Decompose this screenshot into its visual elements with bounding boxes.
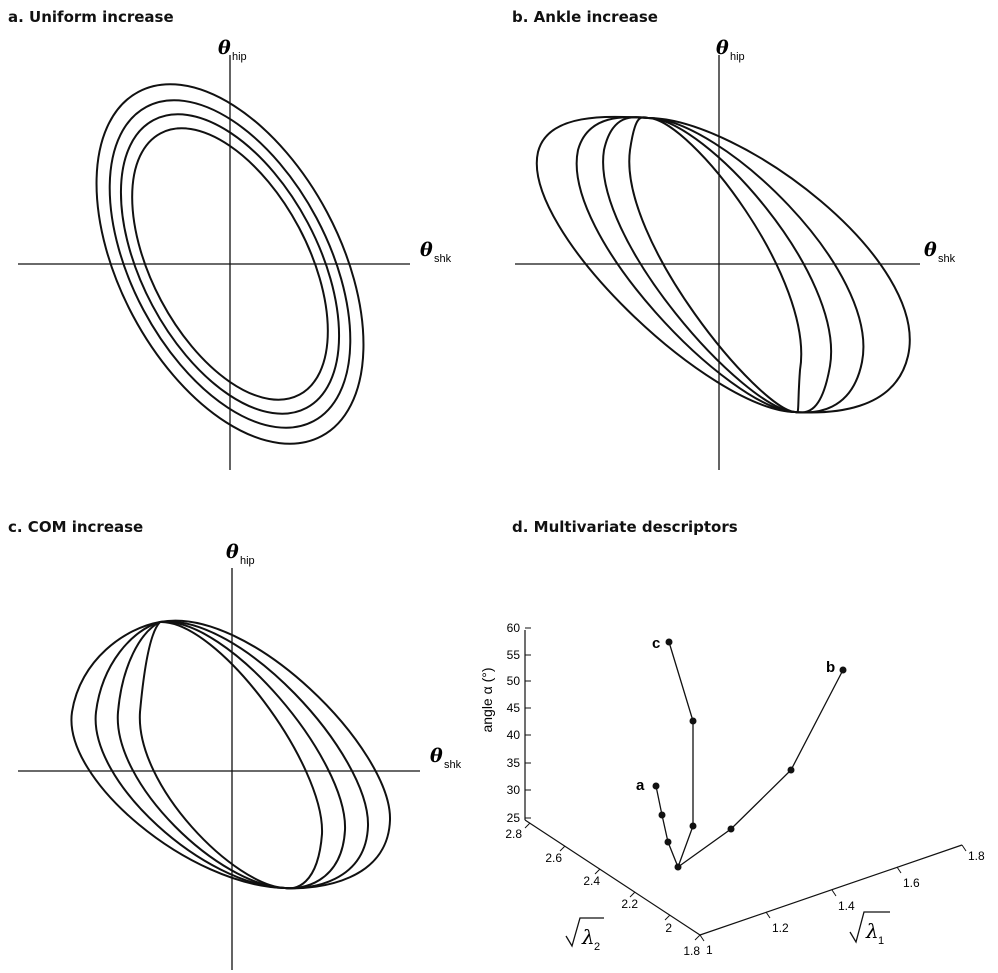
trajectory-a-point-3 [652, 782, 660, 790]
trajectory-c [668, 641, 694, 868]
lambda2-symbol: λ [581, 925, 595, 949]
trajectory-c-label: c [652, 635, 660, 652]
lambda2-tick-2: 2 [665, 921, 672, 935]
panel-b-shk-label: θ [924, 239, 937, 261]
z-tick-50: 50 [507, 674, 521, 688]
panel-b-ellipse-2 [575, 116, 865, 414]
trajectory-b-point-2 [787, 766, 795, 774]
panel-a-ellipse-4 [131, 127, 329, 401]
lambda1-symbol: λ [865, 919, 879, 943]
panel-c-shk-label: θ [430, 745, 443, 767]
lambda1-tick-1.4: 1.4 [838, 899, 855, 913]
panel-c-ellipse-4 [138, 620, 324, 890]
panel-b-ellipses [535, 115, 911, 414]
panel-b-hip-label: θ [716, 37, 729, 59]
panel-a-shk-label: θ [420, 239, 433, 261]
panel-a-axis-labels: θ hip θ shk [218, 37, 452, 265]
panel-a-axes [18, 55, 410, 470]
lambda2-ticks [524, 822, 701, 941]
lambda2-tick-2.6: 2.6 [545, 851, 562, 865]
trajectory-b [677, 669, 844, 868]
lambda1-sub: 1 [878, 935, 884, 947]
lambda2-sub: 2 [594, 941, 600, 953]
panel-a-ellipse-3 [119, 113, 341, 415]
lambda2-tick-1.8: 1.8 [683, 944, 700, 958]
z-ticks [525, 627, 531, 819]
trajectory-b-label: b [826, 659, 835, 676]
panel-b-ellipse-3 [602, 116, 833, 414]
lambda1-tick-1.6: 1.6 [903, 876, 920, 890]
panel-a-ellipses [95, 83, 365, 445]
lambda1-axis [699, 844, 963, 936]
panel-b-axis-labels: θ hip θ shk [716, 37, 956, 265]
trajectory-b-point-3 [839, 666, 847, 674]
panel-b-shk-sub: shk [938, 253, 956, 265]
z-tick-35: 35 [507, 756, 521, 770]
trajectory-a-point-2 [658, 811, 666, 819]
panel-c-hip-sub: hip [240, 555, 255, 567]
lambda2-tick-2.4: 2.4 [583, 874, 600, 888]
panel-a-hip-label: θ [218, 37, 231, 59]
trajectory-b-point-1 [727, 825, 735, 833]
lambda2-tick-2.2: 2.2 [621, 897, 638, 911]
origin-point [674, 863, 682, 871]
lambda1-tick-1: 1 [706, 943, 713, 957]
trajectory-c-point-2 [689, 717, 697, 725]
lambda1-ticks [699, 844, 967, 942]
panel-b-ellipse-4 [628, 116, 803, 414]
panel-c-axes [18, 568, 420, 970]
panel-c-ellipses [70, 619, 392, 890]
panel-b-hip-sub: hip [730, 51, 745, 63]
lambda2-tick-2.8: 2.8 [505, 827, 522, 841]
panel-a-title: a. Uniform increase [8, 8, 174, 26]
z-axis-label: angle α (°) [479, 667, 495, 732]
trajectory-a-label: a [636, 777, 645, 794]
panel-c-shk-sub: shk [444, 759, 462, 771]
lambda2-axis [524, 819, 701, 936]
trajectory-a-point-1 [664, 838, 672, 846]
lambda1-tick-1.2: 1.2 [772, 921, 789, 935]
panel-c-axis-labels: θ hip θ shk [226, 541, 462, 771]
panel-a-ellipse-2 [108, 99, 352, 429]
z-tick-40: 40 [507, 728, 521, 742]
panel-d-3d-plot: 25 30 35 40 45 50 55 60 angle α (°) 2.8 … [479, 621, 985, 958]
lambda1-axis-label: λ 1 [849, 911, 890, 947]
z-tick-55: 55 [507, 648, 521, 662]
lambda1-tick-1.8: 1.8 [968, 849, 985, 863]
trajectory-c-point-3 [665, 638, 673, 646]
panel-a-hip-sub: hip [232, 51, 247, 63]
panel-b-axes [515, 55, 920, 470]
trajectory-c-point-1 [689, 822, 697, 830]
panel-d-title: d. Multivariate descriptors [512, 518, 738, 536]
panel-c-hip-label: θ [226, 541, 239, 563]
trajectory-a [655, 785, 679, 868]
panel-c-title: c. COM increase [8, 518, 144, 536]
panel-b-title: b. Ankle increase [512, 8, 658, 26]
lambda2-axis-label: λ 2 [565, 917, 604, 953]
panel-a-shk-sub: shk [434, 253, 452, 265]
z-tick-60: 60 [507, 621, 521, 635]
z-tick-30: 30 [507, 783, 521, 797]
z-tick-45: 45 [507, 701, 521, 715]
panel-a-ellipse-1 [95, 83, 365, 445]
z-tick-25: 25 [507, 811, 521, 825]
